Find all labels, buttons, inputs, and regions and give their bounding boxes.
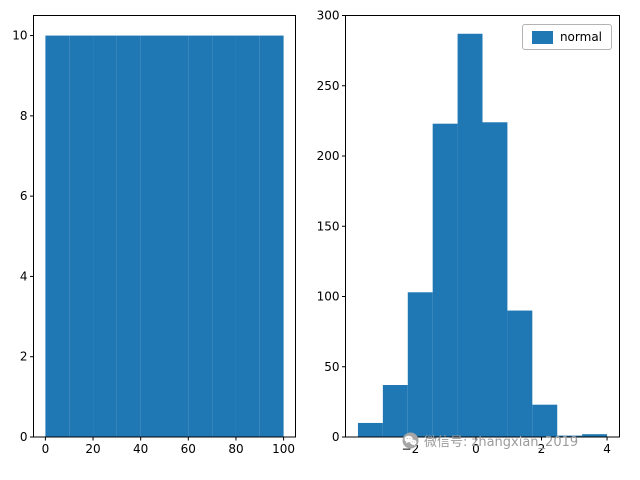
y-tick-label: 300: [317, 9, 340, 23]
legend: normal: [521, 24, 612, 50]
y-tick-label: 150: [317, 219, 340, 233]
x-tick-label: −2: [402, 442, 420, 456]
legend-label: normal: [559, 30, 602, 44]
histogram-bar: [457, 33, 483, 437]
axes-frame: [33, 15, 296, 438]
uniform-histogram-axes: 0 20 40 60 80 100 0 2 4 6 8 10: [12, 15, 296, 456]
histogram-bar: [164, 35, 189, 437]
y-tick-label: 50: [324, 360, 339, 374]
x-tick-label: 40: [133, 442, 148, 456]
histogram-bar: [482, 122, 508, 437]
y-tick-label: 6: [20, 189, 28, 203]
histogram-bar: [557, 435, 583, 437]
histogram-bar: [93, 35, 117, 437]
y-tick-label: 2: [20, 350, 28, 364]
y-tick-label: 10: [12, 29, 27, 43]
x-tick-label: 4: [603, 442, 611, 456]
y-tick-label: 4: [20, 269, 28, 283]
histogram-bar: [212, 35, 236, 437]
x-tick-label: 0: [42, 442, 50, 456]
x-tick-label: 20: [85, 442, 100, 456]
x-tick-label: 100: [272, 442, 295, 456]
histogram-bar: [407, 292, 433, 437]
normal-histogram-axes: −2 0 2 4 0 50 100 150 200 250 300: [317, 9, 620, 456]
histogram-bar: [45, 35, 70, 437]
histogram-bar: [69, 35, 94, 437]
histogram-bar: [235, 35, 260, 437]
histogram-bar: [357, 422, 383, 437]
y-tick-label: 0: [332, 430, 340, 444]
x-tick-label: 80: [228, 442, 243, 456]
legend-swatch: [531, 30, 553, 44]
histogram-bar: [582, 434, 608, 437]
y-tick-label: 8: [20, 109, 28, 123]
y-tick-label: 100: [317, 290, 340, 304]
x-tick-label: 2: [538, 442, 546, 456]
histogram-bar: [116, 35, 141, 437]
y-tick-label: 250: [317, 79, 340, 93]
x-tick-label: 0: [472, 442, 480, 456]
histogram-bar: [140, 35, 165, 437]
x-tick-label: 60: [181, 442, 196, 456]
histogram-bar: [188, 35, 213, 437]
histogram-bar: [382, 385, 408, 437]
histogram-bar: [259, 35, 284, 437]
histogram-bar: [432, 123, 458, 437]
y-tick-label: 0: [20, 430, 28, 444]
histogram-bar: [532, 404, 558, 437]
histogram-bar: [507, 310, 533, 437]
y-tick-label: 200: [317, 149, 340, 163]
